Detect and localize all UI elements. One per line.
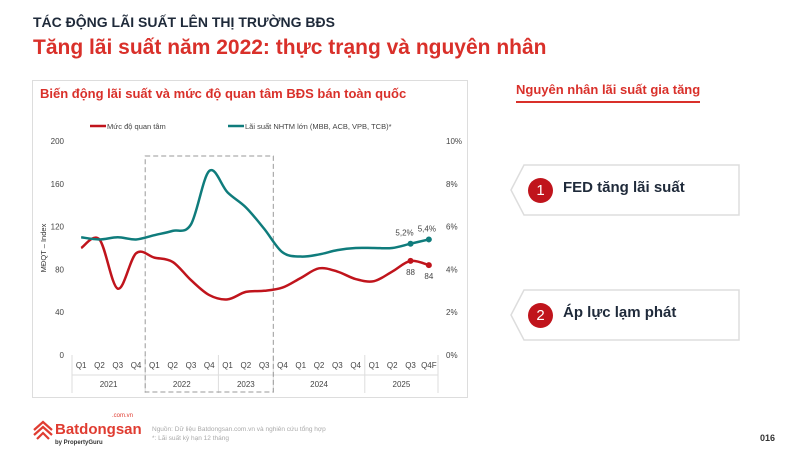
data-label: 5,4% <box>418 224 436 233</box>
data-label: 88 <box>406 268 415 277</box>
reason-text: Áp lực lạm phát <box>563 304 677 321</box>
quarter-label: Q1 <box>76 361 87 370</box>
quarter-label: Q3 <box>112 361 123 370</box>
y2-tick-label: 2% <box>446 308 458 317</box>
year-label: 2021 <box>100 380 118 389</box>
page-title: Tăng lãi suất năm 2022: thực trạng và ng… <box>33 36 547 59</box>
legend-label: Mức độ quan tâm <box>107 122 166 131</box>
year-label: 2022 <box>173 380 191 389</box>
data-label: 84 <box>424 272 433 281</box>
year-label: 2024 <box>310 380 328 389</box>
quarter-label: Q2 <box>387 361 398 370</box>
data-point <box>425 262 432 269</box>
y-tick-label: 160 <box>51 180 65 189</box>
source-text: Nguồn: Dữ liệu Batdongsan.com.vn và nghi… <box>152 426 326 433</box>
y-tick-label: 200 <box>51 137 65 146</box>
y2-tick-label: 6% <box>446 223 458 232</box>
kicker: TÁC ĐỘNG LÃI SUẤT LÊN THỊ TRƯỜNG BĐS <box>33 14 335 30</box>
reason-text: FED tăng lãi suất <box>563 179 685 196</box>
reason-card-1: 1 FED tăng lãi suất <box>510 164 740 216</box>
quarter-label: Q3 <box>259 361 270 370</box>
data-point <box>407 240 414 247</box>
y2-tick-label: 10% <box>446 137 462 146</box>
quarter-label: Q4 <box>277 361 288 370</box>
quarter-label: Q2 <box>167 361 178 370</box>
y-tick-label: 120 <box>51 223 65 232</box>
footnote: *: Lãi suất kỳ hạn 12 tháng <box>152 435 229 442</box>
y2-tick-label: 0% <box>446 351 458 360</box>
quarter-label: Q3 <box>332 361 343 370</box>
year-label: 2025 <box>393 380 411 389</box>
logo-brand: Batdongsan <box>55 421 142 438</box>
series-line <box>80 168 430 258</box>
quarter-label: Q4 <box>131 361 142 370</box>
y2-tick-label: 8% <box>446 180 458 189</box>
chart-frame <box>32 80 468 398</box>
logo-domain: .com.vn <box>112 413 134 419</box>
reason-number: 1 <box>528 178 553 203</box>
quarter-label: Q1 <box>295 361 306 370</box>
reason-number: 2 <box>528 303 553 328</box>
quarter-label: Q1 <box>149 361 160 370</box>
quarter-label: Q1 <box>222 361 233 370</box>
data-point <box>407 257 414 264</box>
source-note: Nguồn: Dữ liệu Batdongsan.com.vn và nghi… <box>152 425 326 443</box>
y-tick-label: 40 <box>55 308 64 317</box>
quarter-label: Q3 <box>186 361 197 370</box>
y-axis-label: MĐQT – Index <box>39 223 48 272</box>
logo-by: by PropertyGuru <box>55 440 103 446</box>
series-line <box>80 236 430 301</box>
logo-icon <box>33 420 53 440</box>
data-point <box>425 236 432 243</box>
quarter-label: Q4F <box>421 361 437 370</box>
reason-card-2: 2 Áp lực lạm phát <box>510 289 740 341</box>
y-tick-label: 80 <box>55 265 64 274</box>
quarter-label: Q3 <box>405 361 416 370</box>
reasons-title: Nguyên nhân lãi suất gia tăng <box>516 82 701 103</box>
quarter-label: Q4 <box>350 361 361 370</box>
chart-title: Biến động lãi suất và mức độ quan tâm BĐ… <box>40 86 407 101</box>
data-label: 5,2% <box>395 229 413 238</box>
quarter-label: Q2 <box>314 361 325 370</box>
quarter-label: Q2 <box>241 361 252 370</box>
y-tick-label: 0 <box>60 351 65 360</box>
quarter-label: Q4 <box>204 361 215 370</box>
quarter-label: Q1 <box>369 361 380 370</box>
highlight-box <box>144 155 274 393</box>
page-number: 016 <box>760 433 776 443</box>
y2-tick-label: 4% <box>446 265 458 274</box>
quarter-label: Q2 <box>94 361 105 370</box>
legend-label: Lãi suất NHTM lớn (MBB, ACB, VPB, TCB)* <box>245 122 392 131</box>
year-label: 2023 <box>237 380 255 389</box>
